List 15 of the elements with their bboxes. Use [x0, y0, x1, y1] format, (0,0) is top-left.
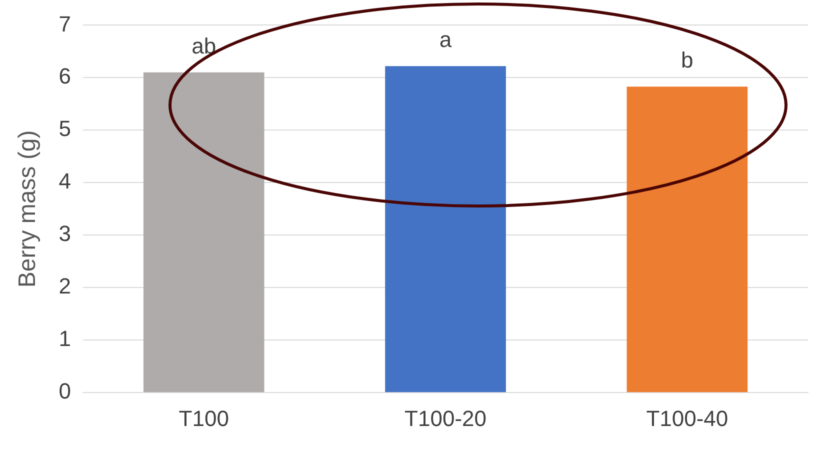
- y-tick-label: 5: [58, 116, 72, 142]
- y-tick-label: 6: [58, 64, 72, 89]
- y-tick-label: 3: [58, 221, 72, 246]
- annotation: ab: [192, 34, 216, 58]
- y-tick-label: 7: [58, 11, 72, 36]
- x-tick-label: T100: [178, 406, 229, 431]
- annotation: a: [439, 27, 452, 52]
- y-tick-label: 1: [58, 326, 72, 352]
- annotation: b: [681, 48, 694, 73]
- y-axis-title: Berry mass (g): [14, 130, 42, 288]
- x-tick-label: T100-40: [646, 406, 728, 431]
- y-tick-label: 4: [58, 168, 72, 194]
- y-tick-label: 0: [58, 378, 72, 404]
- y-tick-label: 2: [58, 274, 72, 299]
- x-tick-label: T100-20: [404, 406, 486, 431]
